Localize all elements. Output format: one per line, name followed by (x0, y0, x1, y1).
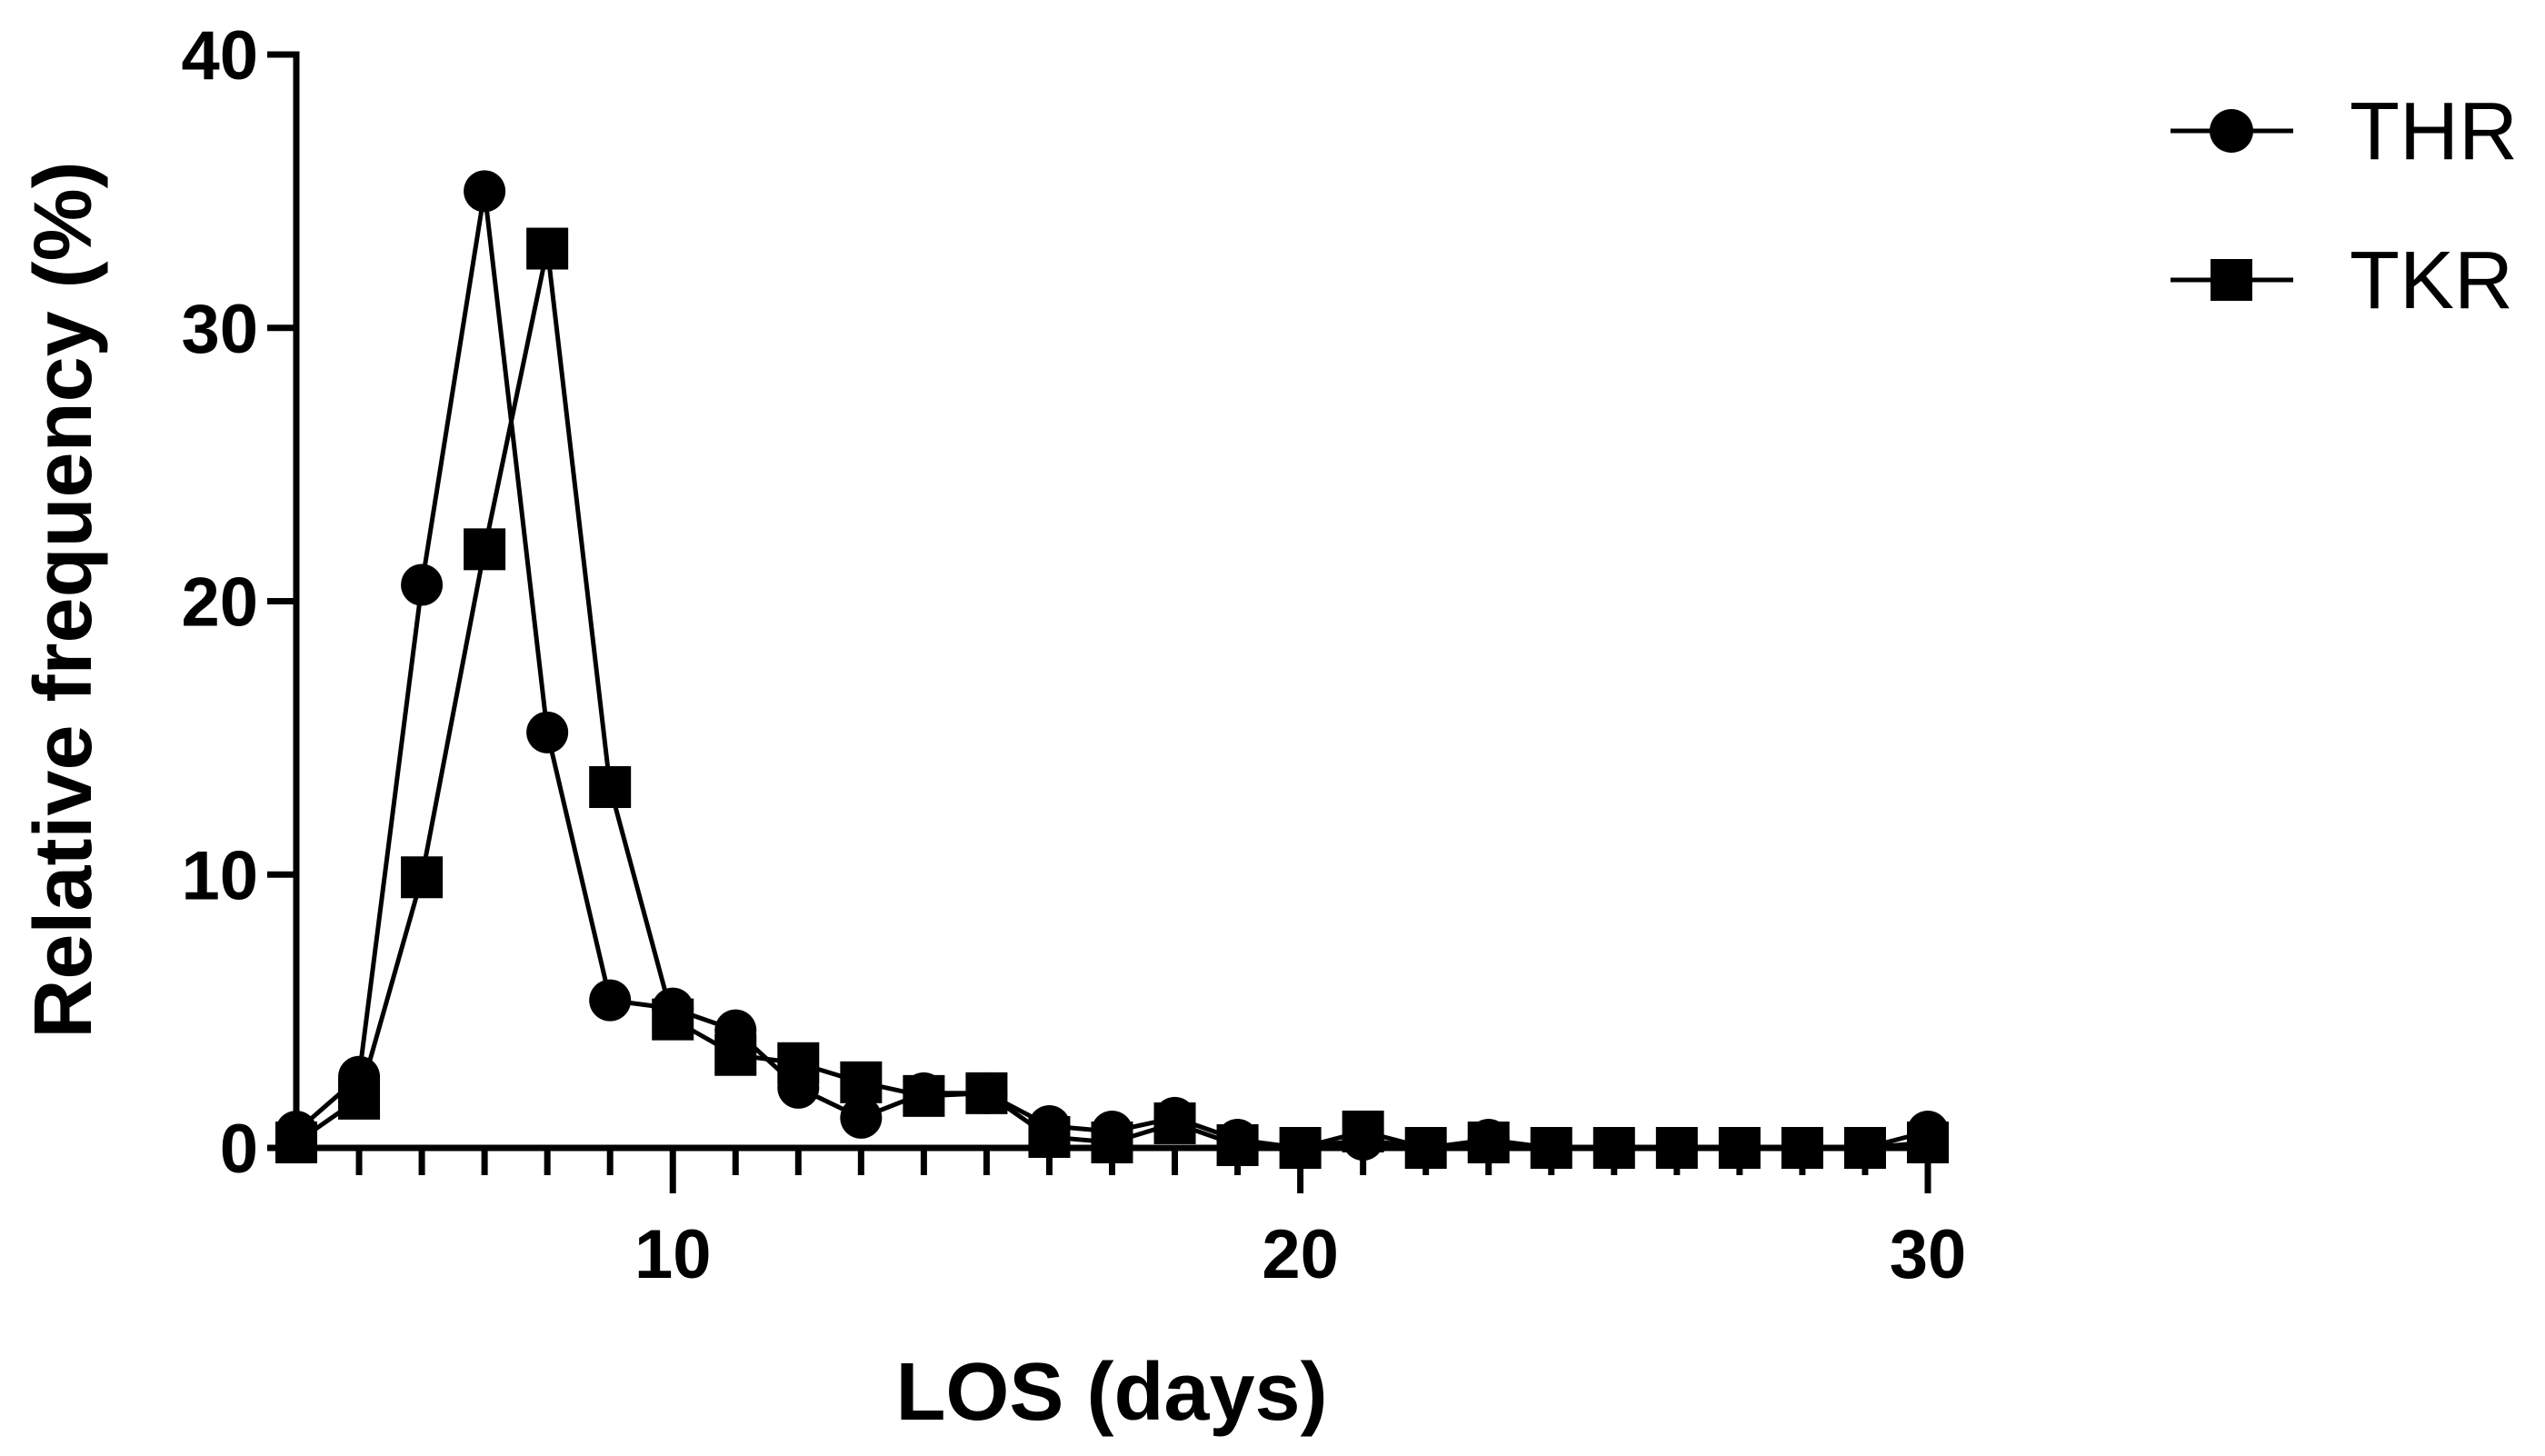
point-tkr-day-12 (777, 1042, 820, 1084)
point-tkr-day-5 (338, 1077, 381, 1120)
legend-marker-thr (2210, 109, 2253, 153)
point-tkr-day-4 (275, 1121, 317, 1163)
legend-item-thr: THR (2171, 86, 2518, 177)
y-tick-label-20: 20 (181, 564, 258, 642)
series-line-thr (294, 191, 1929, 1151)
point-tkr-day-22 (1404, 1127, 1447, 1169)
legend-marker-tkr (2211, 259, 2252, 301)
point-tkr-day-27 (1718, 1127, 1761, 1169)
series-lines (294, 191, 1929, 1151)
point-tkr-day-19 (1216, 1123, 1259, 1166)
point-tkr-day-7 (464, 528, 506, 571)
legend-item-tkr: TKR (2171, 235, 2513, 326)
point-tkr-day-29 (1843, 1127, 1886, 1169)
legend: THR TKR (2171, 86, 2518, 326)
point-tkr-day-11 (714, 1033, 757, 1076)
y-tick-label-30: 30 (181, 291, 258, 368)
legend-label-thr: THR (2350, 86, 2518, 177)
point-tkr-day-25 (1592, 1127, 1635, 1169)
point-tkr-day-8 (526, 227, 569, 270)
ticks (267, 51, 1931, 1193)
point-thr-day-8 (526, 711, 569, 753)
series-line-tkr (294, 247, 1929, 1151)
point-tkr-day-14 (903, 1074, 945, 1117)
point-tkr-day-23 (1467, 1121, 1510, 1163)
point-tkr-day-20 (1279, 1127, 1322, 1169)
point-tkr-day-24 (1530, 1127, 1572, 1169)
tick-labels: 0 10 20 30 40 10 20 30 (181, 17, 1966, 1293)
point-tkr-day-9 (589, 766, 632, 809)
data-markers (275, 170, 1949, 1169)
legend-label-tkr: TKR (2350, 235, 2513, 326)
point-thr-day-13 (840, 1096, 883, 1139)
point-tkr-day-16 (1028, 1115, 1071, 1158)
point-tkr-day-17 (1091, 1121, 1133, 1163)
markers-thr (275, 170, 1949, 1169)
point-thr-day-6 (401, 563, 444, 606)
point-thr-day-9 (589, 979, 632, 1022)
point-tkr-day-6 (401, 856, 444, 899)
point-tkr-day-13 (840, 1061, 883, 1103)
point-tkr-day-10 (652, 998, 694, 1041)
x-axis-title: LOS (days) (895, 1347, 1327, 1438)
point-tkr-day-15 (965, 1072, 1008, 1114)
y-axis-title: Relative frequency (%) (18, 161, 109, 1038)
y-tick-label-10: 10 (181, 837, 258, 914)
axes (293, 51, 1931, 1152)
point-thr-day-7 (464, 170, 506, 213)
markers-tkr (275, 227, 1949, 1169)
point-tkr-day-28 (1781, 1127, 1823, 1169)
y-tick-label-40: 40 (181, 17, 258, 95)
x-tick-label-20: 20 (1262, 1216, 1339, 1293)
x-tick-label-30: 30 (1890, 1216, 1967, 1293)
point-tkr-day-21 (1342, 1110, 1384, 1152)
x-tick-label-10: 10 (634, 1216, 712, 1293)
point-tkr-day-18 (1153, 1102, 1196, 1144)
point-tkr-day-26 (1655, 1127, 1698, 1169)
point-tkr-day-30 (1907, 1121, 1949, 1163)
y-tick-label-0: 0 (220, 1111, 258, 1188)
